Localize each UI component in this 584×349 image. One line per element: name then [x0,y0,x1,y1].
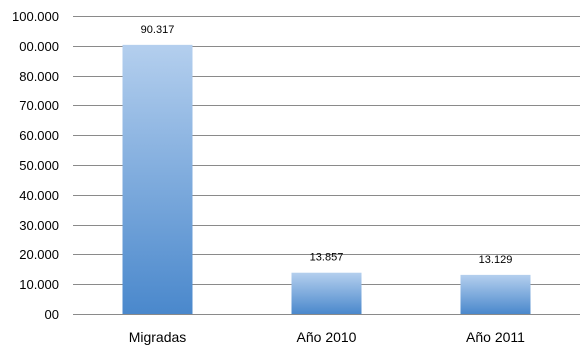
y-tick-label: 00.000 [19,39,59,54]
y-tick-label: 20.000 [19,247,59,262]
y-tick-label: 100.000 [12,9,59,24]
data-label: 90.317 [141,24,175,36]
bars [122,44,531,314]
x-axis-categories: Migradas Año 2010 Año 2011 [129,329,525,345]
data-label: 13.129 [479,254,513,266]
data-labels: 90.317 13.857 13.129 [141,24,513,266]
y-tick-label: 00 [45,307,59,322]
x-category-label: Año 2010 [297,329,357,345]
y-tick-label: 70.000 [19,98,59,113]
x-category-label: Año 2011 [466,329,525,345]
y-axis-ticks: 00 10.000 20.000 30.000 40.000 50.000 60.000 70… [12,9,59,322]
bar-3 [460,274,531,314]
bar-1 [122,44,193,314]
data-label: 13.857 [310,252,344,264]
y-tick-label: 40.000 [19,188,59,203]
y-tick-label: 60.000 [19,128,59,143]
y-tick-label: 50.000 [19,158,59,173]
y-tick-label: 30.000 [19,218,59,233]
x-category-label: Migradas [129,329,187,345]
y-tick-label: 80.000 [19,69,59,84]
y-tick-label: 10.000 [19,277,59,292]
bar-2 [291,272,362,314]
